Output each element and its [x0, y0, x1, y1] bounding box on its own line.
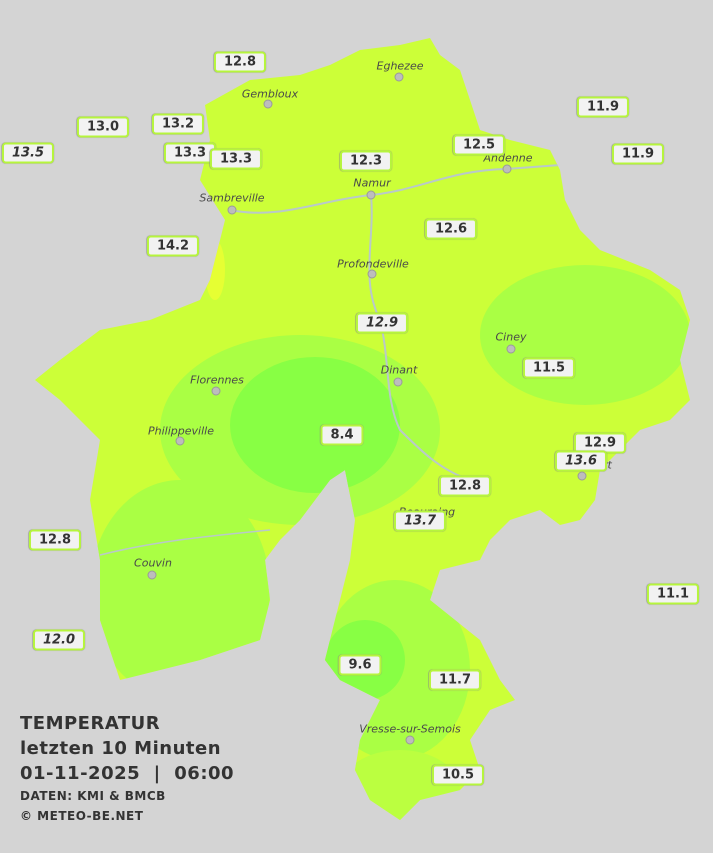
city-dot — [577, 471, 587, 481]
station-reading: 12.5 — [452, 134, 506, 156]
station-reading: 13.7 — [393, 510, 447, 532]
station-reading: 12.9 — [355, 312, 409, 334]
legend-period: letzten 10 Minuten — [20, 738, 222, 759]
station-reading: 13.0 — [76, 116, 130, 138]
station-reading: 11.9 — [576, 96, 630, 118]
station-reading: 13.5 — [1, 142, 55, 164]
station-reading: 13.2 — [151, 113, 205, 135]
city-dot — [502, 164, 512, 174]
station-reading: 10.5 — [431, 764, 485, 786]
station-reading: 12.3 — [339, 150, 393, 172]
legend: TEMPERATUR letzten 10 Minuten 01-11-2025… — [20, 711, 234, 826]
station-reading: 11.1 — [646, 583, 700, 605]
city-label: Couvin — [134, 556, 172, 570]
station-reading: 12.8 — [28, 529, 82, 551]
station-reading: 13.3 — [163, 142, 217, 164]
city-dot — [227, 205, 237, 215]
city-label: Profondeville — [337, 257, 409, 271]
station-reading: 11.5 — [522, 357, 576, 379]
station-reading: 11.9 — [611, 143, 665, 165]
legend-title: TEMPERATUR — [20, 713, 161, 734]
station-reading: 12.6 — [424, 218, 478, 240]
city-label: Eghezee — [376, 59, 424, 73]
legend-copyright: © METEO-BE.NET — [20, 809, 144, 823]
station-reading: 12.9 — [573, 432, 627, 454]
city-dot — [506, 344, 516, 354]
legend-source: DATEN: KMI & BMCB — [20, 789, 166, 803]
city-dot — [211, 386, 221, 396]
city-label: Philippeville — [148, 424, 214, 438]
station-reading: 12.8 — [213, 51, 267, 73]
station-reading: 14.2 — [146, 235, 200, 257]
station-reading: 12.8 — [438, 475, 492, 497]
city-label: Sambreville — [199, 191, 265, 205]
city-dot — [366, 190, 376, 200]
station-reading: 13.6 — [554, 450, 608, 472]
city-label: Florennes — [190, 373, 244, 387]
city-dot — [394, 72, 404, 82]
city-label: Vresse-sur-Semois — [359, 722, 461, 736]
city-label: Gembloux — [241, 87, 299, 101]
city-label: Ciney — [495, 330, 527, 344]
station-reading: 13.3 — [209, 148, 263, 170]
city-dot — [405, 735, 415, 745]
city-label: Dinant — [380, 363, 418, 377]
city-dot — [367, 269, 377, 279]
city-dot — [393, 377, 403, 387]
station-reading: 8.4 — [320, 424, 364, 446]
city-dot — [175, 436, 185, 446]
legend-datetime: 01-11-2025 | 06:00 — [20, 763, 235, 784]
station-reading: 12.0 — [32, 629, 86, 651]
city-dot — [147, 570, 157, 580]
station-reading: 11.7 — [428, 669, 482, 691]
city-dot — [263, 99, 273, 109]
station-reading: 9.6 — [338, 654, 382, 676]
city-label: Namur — [353, 176, 391, 190]
